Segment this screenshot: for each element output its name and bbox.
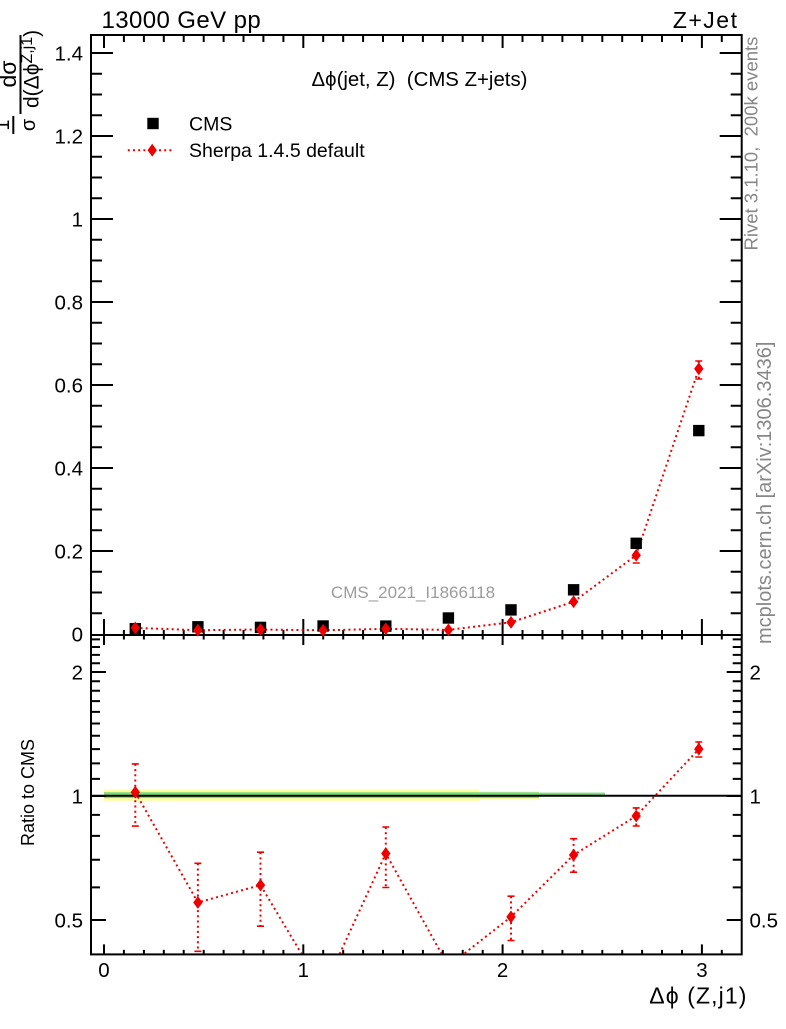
svg-text:mcplots.cern.ch [arXiv:1306.34: mcplots.cern.ch [arXiv:1306.3436] bbox=[754, 342, 776, 644]
svg-text:3: 3 bbox=[696, 959, 707, 982]
svg-text:Sherpa 1.4.5 default: Sherpa 1.4.5 default bbox=[189, 140, 365, 162]
svg-text:CMS: CMS bbox=[189, 114, 232, 136]
svg-text:1: 1 bbox=[298, 959, 309, 982]
svg-text:0.5: 0.5 bbox=[55, 909, 84, 932]
svg-text:σ: σ bbox=[18, 118, 40, 131]
svg-text:Ratio to CMS: Ratio to CMS bbox=[18, 739, 38, 846]
svg-text:13000 GeV pp: 13000 GeV pp bbox=[102, 7, 262, 34]
svg-text:0.5: 0.5 bbox=[750, 909, 779, 932]
svg-text:1: 1 bbox=[72, 785, 83, 808]
svg-text:0.2: 0.2 bbox=[55, 540, 84, 563]
svg-text:2: 2 bbox=[497, 959, 508, 982]
svg-text:Z+Jet: Z+Jet bbox=[673, 7, 739, 33]
svg-text:CMS_2021_I1866118: CMS_2021_I1866118 bbox=[331, 583, 495, 602]
svg-text:0.6: 0.6 bbox=[55, 374, 84, 397]
svg-text:2: 2 bbox=[72, 661, 83, 684]
svg-text:1.4: 1.4 bbox=[55, 42, 84, 65]
svg-text:1: 1 bbox=[72, 208, 83, 231]
svg-text:1: 1 bbox=[0, 119, 14, 130]
svg-text:0.4: 0.4 bbox=[55, 457, 84, 480]
svg-text:Δϕ(jet, Z) (CMS Z+jets): Δϕ(jet, Z) (CMS Z+jets) bbox=[312, 69, 528, 91]
svg-text:0: 0 bbox=[98, 959, 109, 982]
svg-text:0.8: 0.8 bbox=[55, 291, 84, 314]
svg-text:1.2: 1.2 bbox=[55, 125, 84, 148]
svg-text:1: 1 bbox=[750, 785, 761, 808]
svg-text:0: 0 bbox=[72, 623, 83, 646]
svg-text:Rivet 3.1.10, 200k events: Rivet 3.1.10, 200k events bbox=[741, 37, 762, 251]
svg-text:dσ: dσ bbox=[0, 61, 21, 88]
svg-text:2: 2 bbox=[750, 661, 761, 684]
svg-text:Δϕ (Z,j1): Δϕ (Z,j1) bbox=[649, 983, 747, 1009]
